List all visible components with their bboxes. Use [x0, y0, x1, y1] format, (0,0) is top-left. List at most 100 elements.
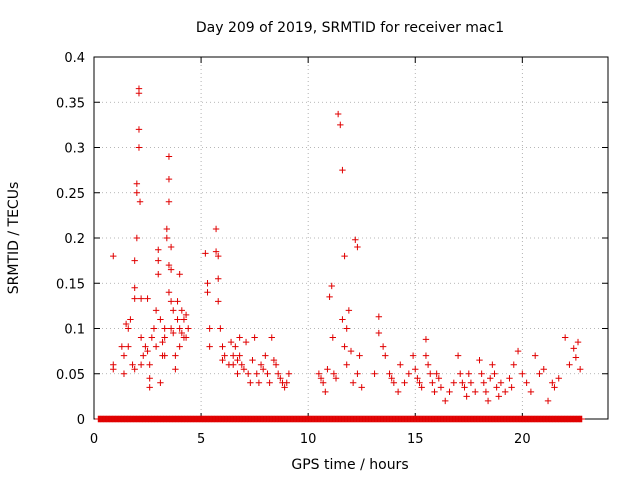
data-point: [343, 325, 350, 332]
data-point: [330, 370, 338, 377]
data-point: [142, 343, 149, 350]
data-point: [157, 316, 164, 323]
data-point: [324, 366, 331, 373]
y-tick-label: 0.4: [64, 51, 85, 66]
data-point: [570, 345, 577, 352]
data-point: [465, 370, 472, 377]
data-point: [459, 379, 466, 386]
data-point: [375, 313, 383, 320]
data-point: [549, 379, 556, 386]
data-point: [131, 366, 138, 373]
data-point: [442, 397, 449, 405]
data-point: [215, 275, 222, 282]
data-point: [122, 320, 130, 328]
data-point: [212, 225, 220, 233]
data-point: [234, 370, 241, 377]
data-point: [176, 271, 183, 278]
data-point: [341, 343, 348, 350]
data-point: [572, 354, 580, 361]
data-point: [561, 334, 569, 341]
data-point: [328, 282, 335, 290]
data-point: [155, 246, 162, 253]
data-point: [167, 298, 175, 305]
data-point: [491, 370, 498, 377]
data-point: [506, 375, 513, 382]
data-point: [150, 325, 158, 332]
data-point: [137, 361, 145, 368]
data-point: [163, 225, 171, 233]
data-point: [497, 379, 505, 386]
data-point: [125, 325, 132, 332]
data-point: [454, 352, 462, 359]
data-point: [414, 375, 421, 382]
data-point: [129, 361, 136, 368]
data-point: [281, 384, 288, 391]
data-point: [167, 325, 175, 332]
data-point: [135, 144, 143, 151]
data-point: [315, 370, 323, 377]
data-point: [461, 384, 468, 391]
data-point: [165, 261, 173, 269]
data-point: [266, 379, 273, 386]
data-point: [251, 334, 258, 341]
data-point: [238, 361, 245, 368]
data-point: [155, 271, 162, 278]
x-tick-label: 20: [514, 432, 531, 447]
data-point: [118, 343, 126, 350]
data-point: [341, 252, 348, 260]
data-point: [185, 325, 192, 332]
data-point: [161, 334, 168, 341]
data-point: [435, 375, 443, 382]
data-point: [170, 329, 177, 337]
data-points: [95, 85, 585, 423]
data-point: [135, 85, 143, 92]
data-point: [337, 121, 344, 129]
data-point: [382, 352, 389, 359]
data-point: [144, 347, 151, 355]
x-tick-label: 0: [90, 432, 98, 447]
data-point: [182, 311, 190, 319]
data-point: [345, 307, 353, 314]
data-point: [437, 384, 445, 391]
data-point: [120, 370, 128, 377]
data-point: [204, 289, 211, 296]
data-point: [110, 252, 117, 260]
data-point: [523, 379, 530, 386]
data-point: [163, 234, 171, 242]
data-point: [253, 370, 260, 377]
y-tick-label: 0.25: [56, 187, 85, 202]
data-point: [264, 370, 271, 377]
data-point: [422, 352, 430, 359]
data-point: [167, 266, 175, 273]
data-point: [457, 370, 464, 377]
y-tick-label: 0.05: [56, 368, 85, 383]
data-point: [176, 325, 183, 332]
data-point: [480, 379, 487, 386]
data-point: [405, 370, 413, 377]
data-point: [349, 379, 357, 386]
data-point: [339, 166, 346, 174]
data-point: [155, 257, 162, 264]
data-point: [514, 347, 522, 355]
data-point: [555, 375, 562, 382]
data-point: [508, 384, 515, 391]
data-point: [257, 361, 265, 368]
data-point: [482, 388, 490, 396]
data-point: [255, 379, 263, 386]
data-point: [544, 397, 552, 405]
data-point: [446, 388, 453, 396]
data-point: [519, 370, 526, 377]
data-point: [317, 375, 325, 382]
x-tick-label: 15: [407, 432, 424, 447]
x-tick-label: 5: [197, 432, 205, 447]
data-point: [358, 384, 365, 391]
data-point: [152, 343, 160, 350]
data-point: [424, 361, 432, 368]
data-point: [375, 329, 383, 337]
data-point: [270, 356, 278, 364]
data-point: [206, 343, 213, 350]
data-point: [161, 325, 168, 332]
data-point: [401, 379, 408, 386]
data-point: [262, 352, 269, 359]
